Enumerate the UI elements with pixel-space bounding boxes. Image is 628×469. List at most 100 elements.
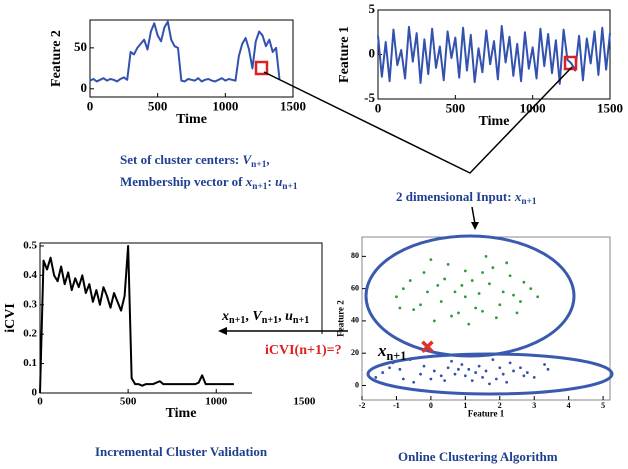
point [395,295,398,299]
point [374,376,378,379]
x-tick-label: 0 [87,98,94,113]
connector [263,66,573,174]
text-part: , [245,309,252,324]
new-sample [421,340,434,353]
math-variable: x [514,189,522,204]
point [508,274,512,278]
point [412,380,416,384]
point [419,372,422,376]
point [432,319,436,323]
y-tick-label: 60 [351,283,359,292]
point [508,361,512,365]
x-tick-label: 500 [120,395,137,407]
math-subscript: n+1 [252,182,268,192]
point [546,367,550,371]
math-subscript: n+1 [229,316,245,327]
point [488,382,491,386]
point [481,271,484,274]
x-axis-label: Feature 1 [468,408,505,418]
annotation: 2 dimensional Input: xn+1 [396,189,537,207]
point [498,366,502,370]
plot-frame [361,236,611,401]
point [501,372,505,376]
point [457,367,460,371]
point [398,367,402,371]
y-tick-label: 5 [369,1,376,16]
cluster-ellipse [366,352,614,396]
y-tick-label: 0.3 [23,298,37,310]
y-tick-label: -5 [364,90,375,105]
point [381,371,385,374]
plot-frame [89,19,294,98]
y-tick-label: 40 [351,316,359,325]
annotation: xn+1, Vn+1, un+1 [221,309,309,326]
math-subscript: n+1 [251,160,267,170]
x-tick-label: 500 [148,98,168,113]
x-tick-label: 500 [446,100,466,115]
x-axis-label: Time [479,114,510,129]
y-tick-label: 0 [369,45,376,60]
point [519,366,522,370]
point [446,263,450,266]
plot: -2 -1 0 1 2 3 4 5 0 20 40 60 80 Feature 1 Feature 2 [336,236,611,418]
math-variable: u [285,309,293,324]
x-axis-label: Time [176,112,207,127]
point [467,367,471,371]
x-tick-label: 1 [463,401,467,410]
point [488,282,491,286]
point [443,277,447,281]
annotation: Set of cluster centers: Vn+1, [120,152,270,170]
point [529,287,533,291]
series-line [39,244,234,394]
point [512,293,515,297]
text-part: , [266,152,269,167]
text-part: Online Clustering Algorithm [398,449,558,464]
point [426,290,429,294]
point [450,314,453,318]
math-variable: V [243,152,253,167]
text-part: , [278,309,285,324]
math-subscript: n+1 [262,316,278,327]
math-subscript: n+1 [293,316,309,327]
point [477,364,481,368]
point [543,363,546,366]
x-tick-label: 3 [532,401,536,410]
point [470,279,474,282]
plot: 0 500 1000 1500 0 50 Time Feature 2 [49,19,306,127]
y-axis-label: iCVI [3,303,18,333]
point [536,295,540,299]
series-line [377,25,611,85]
point [481,376,484,379]
point [519,300,522,303]
point [443,379,447,383]
cluster-ellipse [364,234,576,358]
annotation: Membership vector of xn+1: un+1 [120,174,298,192]
point [484,254,488,258]
point [484,369,488,373]
point [432,369,436,373]
point [429,377,433,381]
point [494,316,498,320]
math-subscript: n+1 [282,182,298,192]
x-axis-label: Time [166,406,197,421]
math-variable: x [221,309,229,324]
arrowhead [218,327,227,335]
x-tick-label: 1000 [212,98,238,113]
math-variable: x [245,174,253,189]
point [463,269,467,273]
point [494,377,498,381]
selected-sample [254,60,269,76]
point [419,303,422,307]
x-tick-label: -2 [359,401,366,410]
arrowhead [471,222,479,230]
text-part: iCVI(n+1)=? [265,343,342,358]
x-tick-label: 1500 [293,395,316,407]
point [401,287,405,291]
plot-frame [377,9,611,100]
point [491,358,495,362]
y-axis-label: Feature 2 [336,300,346,337]
point [467,322,471,326]
point [422,364,426,368]
